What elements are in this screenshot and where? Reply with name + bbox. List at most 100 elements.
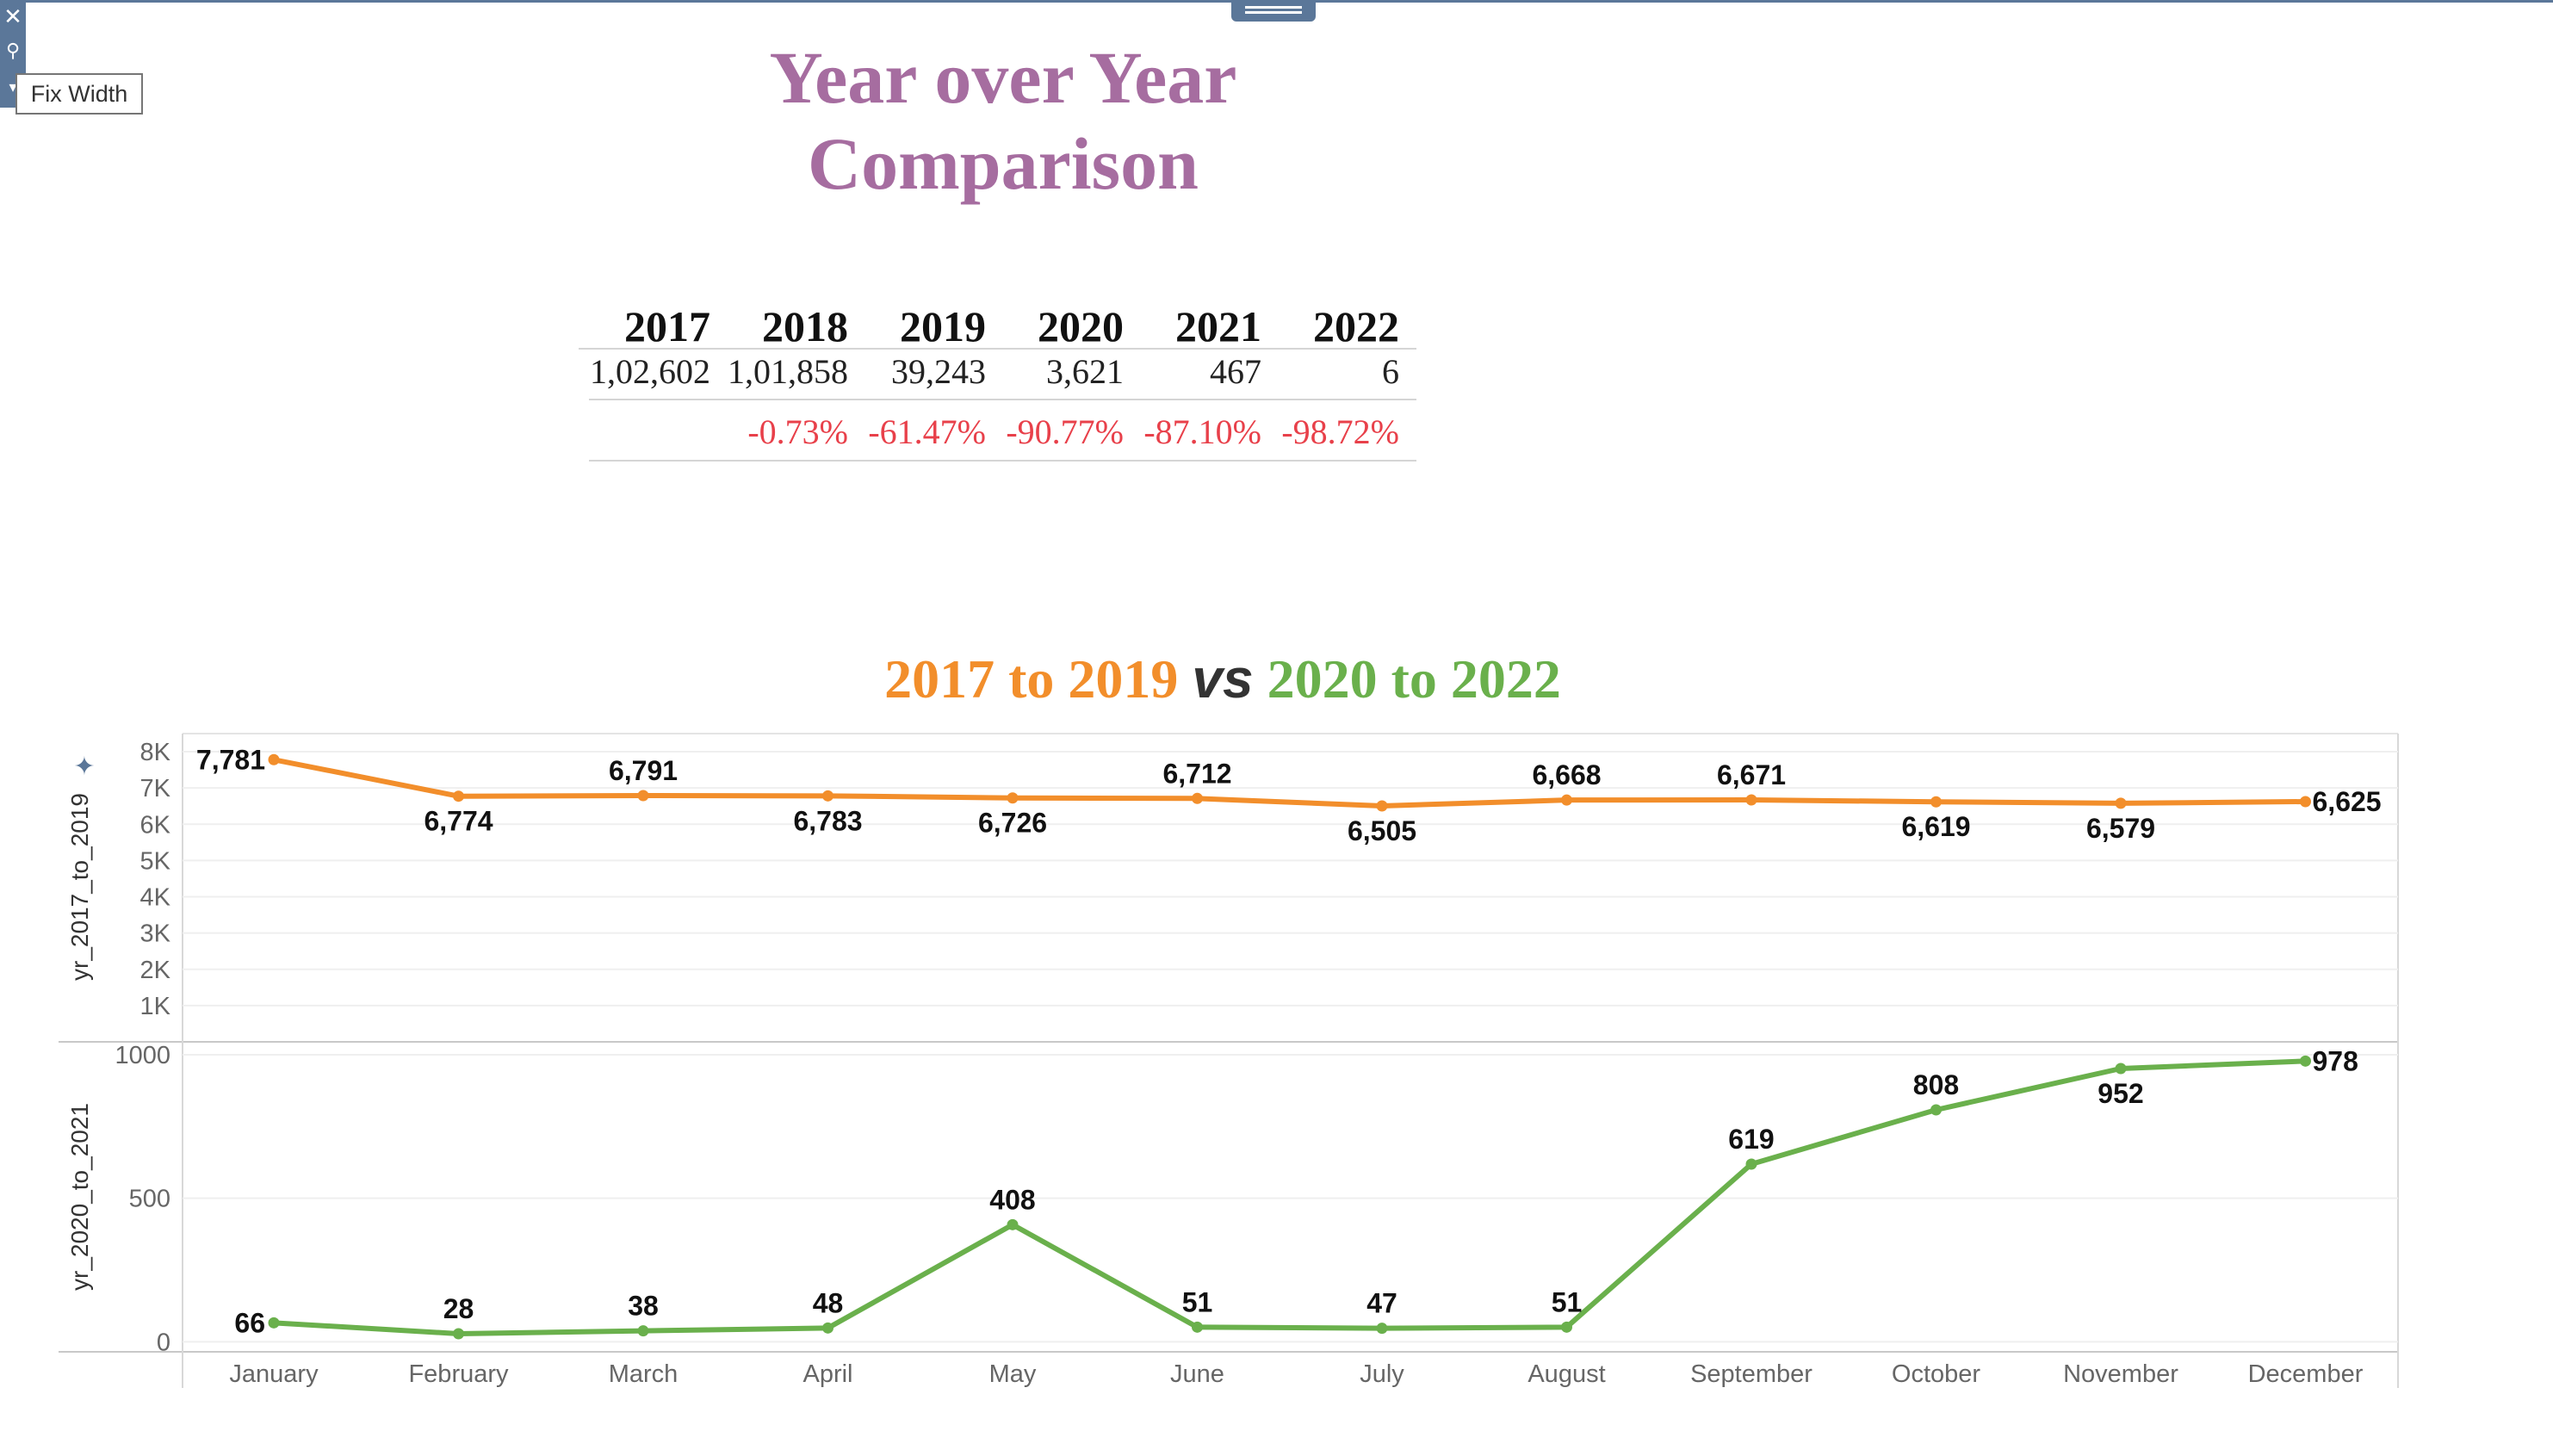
data-label: 408	[989, 1184, 1035, 1215]
data-label: 6,791	[609, 755, 678, 786]
data-label: 6,619	[1901, 811, 1970, 842]
table-divider	[579, 348, 1416, 350]
data-point	[268, 1317, 280, 1329]
table-divider	[589, 460, 1416, 462]
data-label: 978	[2313, 1045, 2358, 1076]
data-label: 66	[234, 1307, 265, 1338]
pct-change-2020: -90.77%	[1006, 412, 1124, 451]
chart-marks: 7,781 6,774 6,791 6,783 6,726 6,712 6,505 6,668…	[196, 744, 2382, 1340]
x-tick-label: August	[1527, 1360, 1605, 1388]
yoy-table: 2017 2018 2019 2020 2021 2022 1,02,602 1…	[0, 0, 2553, 517]
chart-title: 2017 to 2019 vs 2020 to 2022	[775, 644, 1670, 714]
data-label: 808	[1913, 1069, 1959, 1100]
year-header-2018: 2018	[762, 302, 848, 350]
close-icon[interactable]: ✕	[3, 4, 22, 30]
chart-title-period-2: 2020 to 2022	[1267, 648, 1561, 709]
year-header-2022: 2022	[1313, 302, 1399, 350]
y-tick-label: 1000	[115, 1042, 170, 1069]
data-label: 51	[1182, 1286, 1213, 1317]
data-point	[1376, 800, 1388, 812]
data-label: 38	[628, 1291, 659, 1322]
x-tick-label: November	[2063, 1360, 2178, 1388]
x-tick-label: February	[408, 1360, 509, 1388]
x-tick-label: April	[802, 1360, 852, 1388]
data-label: 47	[1366, 1288, 1397, 1319]
pct-change-2021: -87.10%	[1143, 412, 1261, 451]
data-point	[1930, 1104, 1942, 1116]
pin-axis-icon: ✦	[73, 752, 95, 782]
data-label: 28	[443, 1293, 474, 1324]
data-label: 7,781	[196, 744, 265, 775]
y-tick-label: 6K	[140, 811, 171, 839]
data-point	[1192, 1321, 1203, 1333]
data-point	[2115, 1063, 2127, 1075]
drag-handle[interactable]	[1231, 0, 1316, 22]
y-tick-label: 1K	[140, 993, 171, 1020]
x-tick-label: July	[1360, 1360, 1404, 1388]
year-header-2017: 2017	[624, 302, 710, 350]
pct-change-2019: -61.47%	[868, 412, 986, 451]
data-label: 6,712	[1162, 758, 1231, 789]
year-header-2021: 2021	[1175, 302, 1261, 350]
y-tick-label: 0	[157, 1329, 170, 1356]
data-point	[1745, 794, 1757, 806]
series-line	[273, 1058, 2306, 1336]
data-label: 6,668	[1532, 759, 1601, 790]
year-header-2020: 2020	[1038, 302, 1124, 350]
data-label: 6,774	[424, 806, 493, 837]
data-label: 6,505	[1348, 815, 1416, 846]
data-point	[2300, 1055, 2311, 1067]
chart-grid	[183, 751, 2398, 1343]
data-point	[268, 753, 280, 765]
year-header-2019: 2019	[900, 302, 986, 350]
grip-line	[1245, 11, 1302, 14]
y-tick-label: 7K	[140, 775, 171, 802]
data-point	[1745, 1158, 1757, 1170]
data-point	[2115, 797, 2127, 809]
total-2017: 1,02,602	[590, 352, 710, 391]
pct-change-2018: -0.73%	[747, 412, 848, 451]
y-axis-title: yr_2020_to_2021	[66, 1103, 93, 1291]
data-label: 51	[1552, 1286, 1583, 1317]
dropdown-arrow-icon[interactable]: ▾	[9, 78, 17, 96]
data-label: 6,671	[1717, 759, 1786, 790]
x-tick-label: May	[989, 1360, 1037, 1388]
data-point	[1561, 794, 1572, 806]
y-tick-label: 2K	[140, 957, 171, 984]
data-label: 6,726	[978, 808, 1047, 839]
data-point	[1192, 792, 1203, 804]
total-2021: 467	[1210, 352, 1261, 391]
data-label: 48	[813, 1287, 844, 1318]
data-label: 619	[1728, 1124, 1774, 1155]
y-axis-title: yr_2017_to_2019	[66, 793, 93, 981]
data-point	[822, 1322, 833, 1334]
data-point	[822, 790, 833, 802]
x-tick-label: June	[1170, 1360, 1224, 1388]
y-tick-label: 4K	[140, 884, 171, 912]
data-point	[637, 1325, 649, 1337]
pin-icon[interactable]: ⚲	[5, 40, 21, 62]
chart-axes: ✦ 1K 2K 3K 4K 5K 6K 7K 8K yr_2017_to_2019 0 500 1000…	[66, 739, 2364, 1388]
pct-change-2022: -98.72%	[1281, 412, 1399, 451]
data-point	[1007, 792, 1019, 804]
series-line	[273, 757, 2306, 809]
data-point	[1376, 1323, 1388, 1335]
table-divider	[589, 399, 1416, 400]
chart-title-period-1: 2017 to 2019	[884, 648, 1179, 709]
data-point	[1930, 796, 1942, 808]
x-tick-label: December	[2248, 1360, 2364, 1388]
total-2019: 39,243	[891, 352, 986, 391]
data-point	[637, 790, 649, 802]
y-tick-label: 5K	[140, 847, 171, 875]
page-title: Year over Year Comparison	[654, 34, 1352, 207]
grip-line	[1245, 6, 1302, 9]
title-line-2: Comparison	[808, 122, 1199, 205]
y-tick-label: 3K	[140, 920, 171, 948]
x-tick-label: October	[1892, 1360, 1980, 1388]
data-point	[1007, 1218, 1019, 1230]
data-point	[453, 1328, 464, 1340]
total-2022: 6	[1382, 352, 1399, 391]
data-label: 952	[2098, 1078, 2143, 1109]
data-point	[453, 790, 464, 802]
